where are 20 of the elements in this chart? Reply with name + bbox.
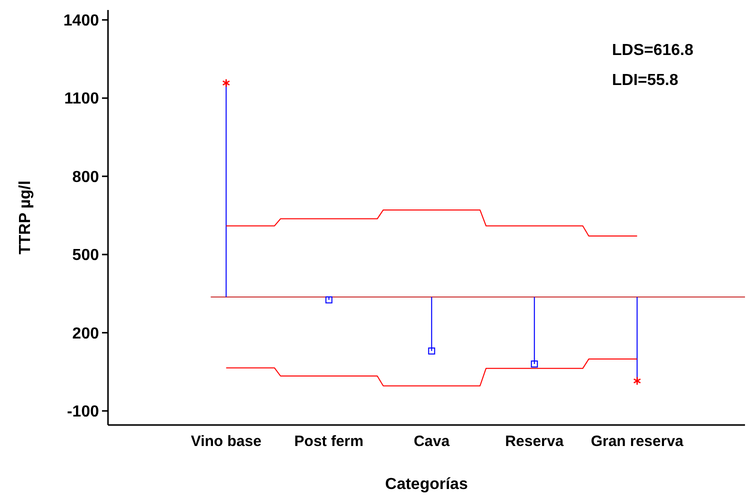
x-tick-label: Reserva [505, 433, 564, 450]
x-axis-title: Categorías [385, 476, 468, 493]
point [428, 347, 436, 354]
point [530, 360, 538, 368]
annotation: LDS=616.8 [612, 42, 694, 59]
x-tick-label: Cava [414, 433, 450, 450]
y-axis-title: TTRP µg/l [17, 180, 34, 254]
x-tick-label: Post ferm [294, 433, 364, 450]
y-tick-label: 500 [72, 247, 100, 264]
y-tick-label: 800 [72, 168, 100, 186]
y-tick-label: 1400 [63, 12, 100, 30]
point [325, 296, 332, 304]
annotation: LDI=55.8 [612, 72, 678, 89]
y-tick-label: 200 [72, 325, 100, 342]
x-tick-label: Vino base [190, 433, 262, 450]
point [633, 376, 642, 386]
y-tick-label: 1100 [64, 90, 100, 108]
y-tick-label: -100 [66, 404, 100, 421]
x-tick-label: Gran reserva [590, 433, 684, 450]
point [222, 78, 230, 88]
